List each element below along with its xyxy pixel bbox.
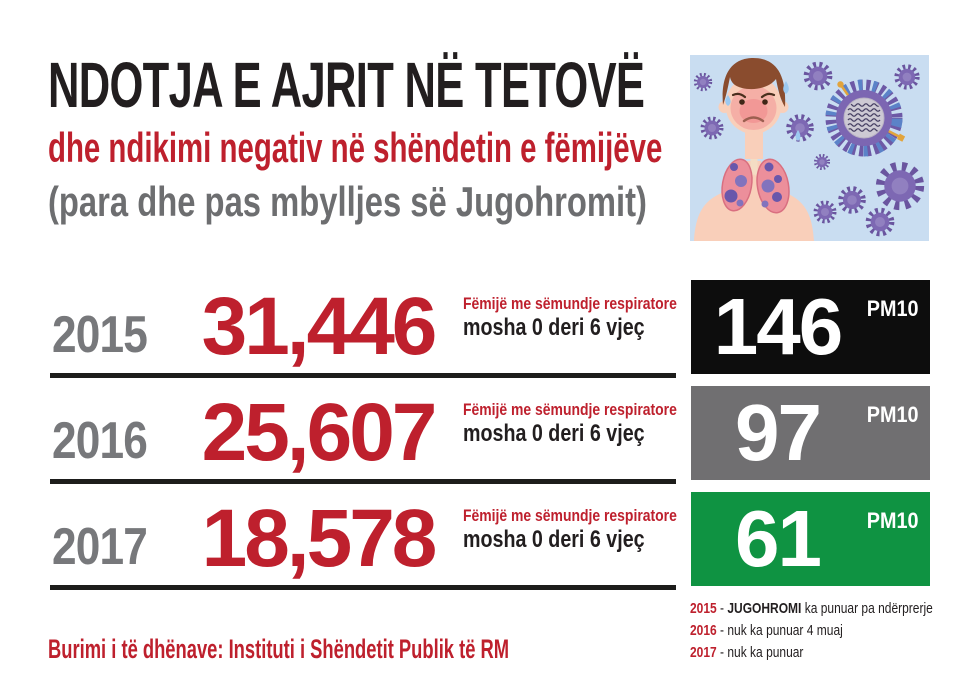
lungs-icon (721, 158, 790, 214)
legend-separator: - (716, 644, 728, 661)
legend-item-2017: 2017 - nuk ka punuar (690, 644, 933, 661)
pm10-value: 146 (713, 282, 843, 371)
stat-row-2015: 2015 31,446 Fëmijë me sëmundje respirato… (50, 270, 677, 378)
legend-item-2015: 2015 - JUGOHROMI ka punuar pa ndërprerje (690, 600, 933, 617)
pm10-value: 61 (735, 494, 822, 583)
cases-value: 25,607 (201, 387, 438, 478)
year-label: 2017 (52, 518, 148, 576)
cases-desc-line1: Fëmijë me sëmundje respiratore (463, 506, 677, 525)
legend-year: 2016 (690, 622, 717, 639)
pm10-unit-label: PM10 (866, 508, 918, 533)
source-note: Burimi i të dhënave: Instituti i Shëndet… (48, 634, 510, 664)
cases-description: Fëmijë me sëmundje respiratore mosha 0 d… (463, 400, 724, 447)
page-subtitle: dhe ndikimi negativ në shëndetin e fëmij… (48, 124, 663, 171)
legend-year: 2017 (690, 644, 717, 661)
cases-desc-line2: mosha 0 deri 6 vjeç (463, 314, 645, 341)
legend-item-2016: 2016 - nuk ka punuar 4 muaj (690, 622, 933, 639)
pm10-unit-label: PM10 (866, 296, 918, 321)
pm10-box-2016: 97 PM10 (691, 386, 930, 480)
pm10-value: 97 (735, 388, 822, 477)
tear-drop-icons (725, 81, 801, 141)
cases-value: 31,446 (201, 281, 438, 372)
legend-year: 2015 (690, 600, 717, 617)
sick-child-illustration-svg (690, 55, 929, 241)
year-label: 2015 (52, 306, 148, 364)
virus-cross-section-icon (825, 79, 906, 157)
legend-text: ka punuar pa ndërprerje (804, 600, 933, 617)
legend-text: nuk ka punuar 4 muaj (727, 622, 843, 639)
legend-separator: - (716, 600, 728, 617)
pm10-unit-label: PM10 (866, 402, 918, 427)
legend-bold-text: JUGOHROMI (727, 600, 805, 617)
legend-text: nuk ka punuar (727, 644, 804, 661)
cases-desc-line1: Fëmijë me sëmundje respiratore (463, 294, 677, 313)
cases-description: Fëmijë me sëmundje respiratore mosha 0 d… (463, 506, 724, 553)
pm10-box-2017: 61 PM10 (691, 492, 930, 586)
stat-row-2016: 2016 25,607 Fëmijë me sëmundje respirato… (50, 376, 677, 484)
legend: 2015 - JUGOHROMI ka punuar pa ndërprerje… (690, 600, 980, 666)
cases-value: 18,578 (201, 493, 438, 584)
cases-desc-line1: Fëmijë me sëmundje respiratore (463, 400, 677, 419)
sick-child-illustration (690, 55, 929, 241)
legend-separator: - (716, 622, 728, 639)
virus-rna (847, 103, 881, 132)
cases-desc-line2: mosha 0 deri 6 vjeç (463, 526, 645, 553)
child-icon (694, 58, 814, 241)
cases-desc-line2: mosha 0 deri 6 vjeç (463, 420, 645, 447)
hair (722, 58, 786, 107)
year-label: 2016 (52, 412, 148, 470)
page-subtitle-note: (para dhe pas mbylljes së Jugohromit) (48, 178, 647, 225)
page-title: NDOTJA E AJRIT NË TETOVË (48, 49, 645, 121)
cases-description: Fëmijë me sëmundje respiratore mosha 0 d… (463, 294, 724, 341)
pm10-box-2015: 146 PM10 (691, 280, 930, 374)
stat-row-2017: 2017 18,578 Fëmijë me sëmundje respirato… (50, 482, 677, 590)
